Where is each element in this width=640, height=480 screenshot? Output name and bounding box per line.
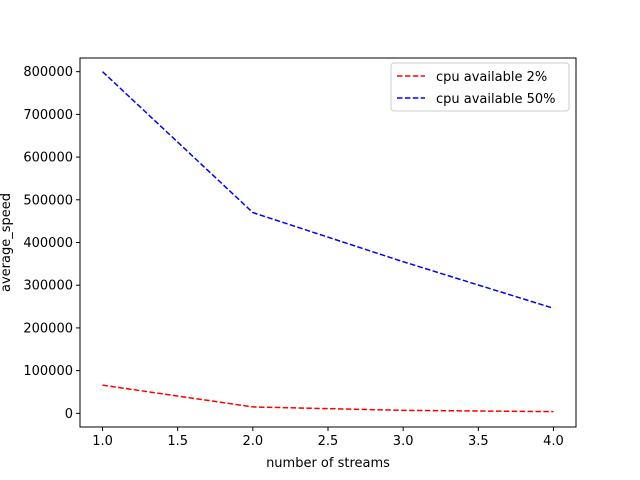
plot-area [102,71,554,413]
x-tick-label: 1.5 [167,434,188,449]
legend-label-0: cpu available 2% [436,70,547,85]
axes-frame [79,57,577,428]
x-tick-label: 3.5 [468,434,489,449]
series-line-0 [102,384,554,413]
y-tick-label: 700000 [23,108,73,123]
y-tick-label: 300000 [23,279,73,294]
y-tick-label: 600000 [23,151,73,166]
legend: cpu available 2% cpu available 50% [390,62,570,112]
y-tick-label: 100000 [23,364,73,379]
y-tick-label: 800000 [23,65,73,80]
x-tick-label: 2.0 [243,434,264,449]
y-axis-ticks: 0 100000 200000 300000 400000 500000 600000 700… [23,65,80,422]
legend-label-1: cpu available 50% [436,92,555,107]
x-axis-label: number of streams [266,456,390,471]
y-axis-label: average_speed [0,193,14,292]
y-tick-label: 400000 [23,236,73,251]
x-axis-ticks: 1.0 1.5 2.0 2.5 3.0 3.5 4.0 [92,427,564,449]
y-tick-label: 200000 [23,321,73,336]
x-tick-label: 4.0 [543,434,564,449]
y-tick-label: 500000 [23,193,73,208]
x-tick-label: 1.0 [92,434,113,449]
legend-box [390,62,570,112]
series-line-1 [102,71,554,309]
x-tick-label: 3.0 [393,434,414,449]
x-tick-label: 2.5 [318,434,339,449]
y-tick-label: 0 [65,407,73,422]
